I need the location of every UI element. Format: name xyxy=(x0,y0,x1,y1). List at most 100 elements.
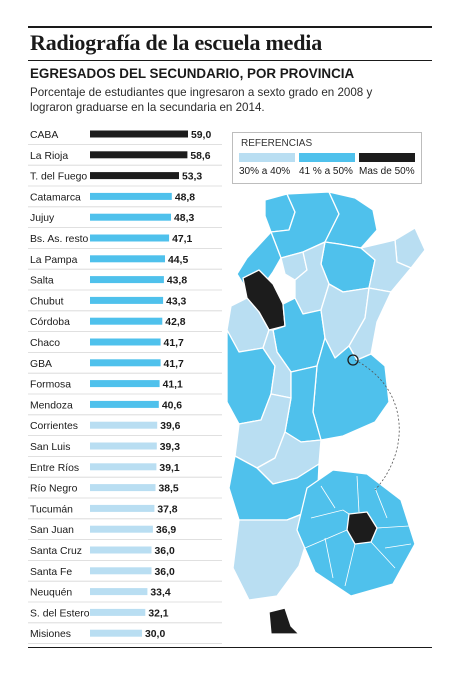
bar xyxy=(90,421,158,429)
map-misiones xyxy=(394,227,426,269)
value-label: 53,3 xyxy=(182,172,202,183)
bar xyxy=(90,234,170,242)
legend-item-low: 30% a 40% xyxy=(239,153,295,177)
category-label: Catamarca xyxy=(30,192,81,203)
legend-label-high: Mas de 50% xyxy=(359,166,415,177)
value-label: 42,8 xyxy=(165,317,185,328)
bar xyxy=(90,588,148,596)
legend-swatch-mid xyxy=(299,153,355,162)
argentina-map xyxy=(226,191,426,635)
category-label: Mendoza xyxy=(30,400,73,411)
inset-connector xyxy=(354,359,400,491)
value-label: 38,5 xyxy=(158,484,178,495)
value-label: 48,8 xyxy=(175,192,195,203)
map-tierra-del-fuego xyxy=(268,607,300,635)
category-label: Jujuy xyxy=(30,213,55,224)
value-label: 39,6 xyxy=(160,421,180,432)
bar xyxy=(90,338,161,346)
map-corrientes xyxy=(360,239,412,293)
value-label: 58,6 xyxy=(190,151,210,162)
bar xyxy=(90,567,152,575)
category-label: Chubut xyxy=(30,296,64,307)
category-label: Formosa xyxy=(30,380,71,391)
category-label: La Rioja xyxy=(30,151,68,162)
category-label: La Pampa xyxy=(30,255,78,266)
value-label: 47,1 xyxy=(172,234,192,245)
legend: REFERENCIAS 30% a 40% 41 % a 50% Mas de … xyxy=(232,132,422,184)
caba-marker-icon xyxy=(347,354,359,366)
value-label: 41,7 xyxy=(164,338,184,349)
bar xyxy=(90,463,157,471)
value-label: 36,9 xyxy=(156,525,176,536)
value-label: 33,4 xyxy=(150,588,170,599)
category-label: Santa Cruz xyxy=(30,546,82,557)
gba-partidos-lines xyxy=(304,475,412,587)
category-label: Chaco xyxy=(30,338,60,349)
value-label: 48,3 xyxy=(174,213,194,224)
category-label: San Luis xyxy=(30,442,70,453)
bar xyxy=(90,608,146,616)
category-label: Córdoba xyxy=(30,317,70,328)
bar xyxy=(90,255,165,263)
value-label: 40,6 xyxy=(162,400,182,411)
chart-subtitle: EGRESADOS DEL SECUNDARIO, POR PROVINCIA xyxy=(30,66,355,81)
category-label: Tucumán xyxy=(30,504,73,515)
legend-label-mid: 41 % a 50% xyxy=(299,166,353,177)
value-label: 39,3 xyxy=(160,442,180,453)
legend-item-mid: 41 % a 50% xyxy=(299,153,355,177)
legend-swatch-low xyxy=(239,153,295,162)
map-bs-as xyxy=(312,337,390,441)
value-label: 30,0 xyxy=(145,629,165,640)
value-label: 37,8 xyxy=(157,504,177,515)
bottom-rule xyxy=(28,647,432,648)
bar xyxy=(90,546,152,554)
top-rule xyxy=(28,26,432,28)
category-label: CABA xyxy=(30,130,58,141)
value-label: 43,8 xyxy=(167,276,187,287)
legend-label-low: 30% a 40% xyxy=(239,166,291,177)
legend-title: REFERENCIAS xyxy=(241,138,313,149)
value-label: 36,0 xyxy=(155,546,175,557)
value-label: 41,1 xyxy=(163,380,183,391)
category-label: Corrientes xyxy=(30,421,78,432)
category-label: S. del Estero xyxy=(30,608,90,619)
bar xyxy=(90,525,153,533)
value-label: 43,3 xyxy=(166,296,186,307)
category-label: Misiones xyxy=(30,629,71,640)
bar xyxy=(90,317,163,325)
category-label: Neuquén xyxy=(30,588,72,599)
bar xyxy=(90,151,188,159)
bar xyxy=(90,213,171,221)
bar xyxy=(90,380,160,388)
category-label: Bs. As. resto xyxy=(30,234,89,245)
legend-swatch-high xyxy=(359,153,415,162)
bar xyxy=(90,442,157,450)
map-santa-cruz xyxy=(232,507,318,601)
value-label: 39,1 xyxy=(159,463,179,474)
bar xyxy=(90,484,156,492)
value-label: 44,5 xyxy=(168,255,188,266)
category-label: Río Negro xyxy=(30,484,78,495)
value-label: 59,0 xyxy=(191,130,211,141)
category-label: Santa Fe xyxy=(30,567,72,578)
bar xyxy=(90,296,164,304)
category-label: T. del Fuego xyxy=(30,172,87,183)
category-label: Salta xyxy=(30,276,54,287)
category-label: Entre Ríos xyxy=(30,463,79,474)
bar xyxy=(90,276,164,284)
bar xyxy=(90,400,159,408)
category-label: GBA xyxy=(30,359,52,370)
page-title: Radiografía de la escuela media xyxy=(30,30,322,55)
value-label: 41,7 xyxy=(164,359,184,370)
legend-item-high: Mas de 50% xyxy=(359,153,415,177)
value-label: 32,1 xyxy=(148,608,168,619)
bar xyxy=(90,504,155,512)
bar xyxy=(90,629,142,637)
value-label: 36,0 xyxy=(155,567,175,578)
chart-description: Porcentaje de estudiantes que ingresaron… xyxy=(30,86,373,114)
title-rule xyxy=(28,60,432,61)
bar xyxy=(90,359,161,367)
bar xyxy=(90,192,172,200)
bar xyxy=(90,130,188,138)
